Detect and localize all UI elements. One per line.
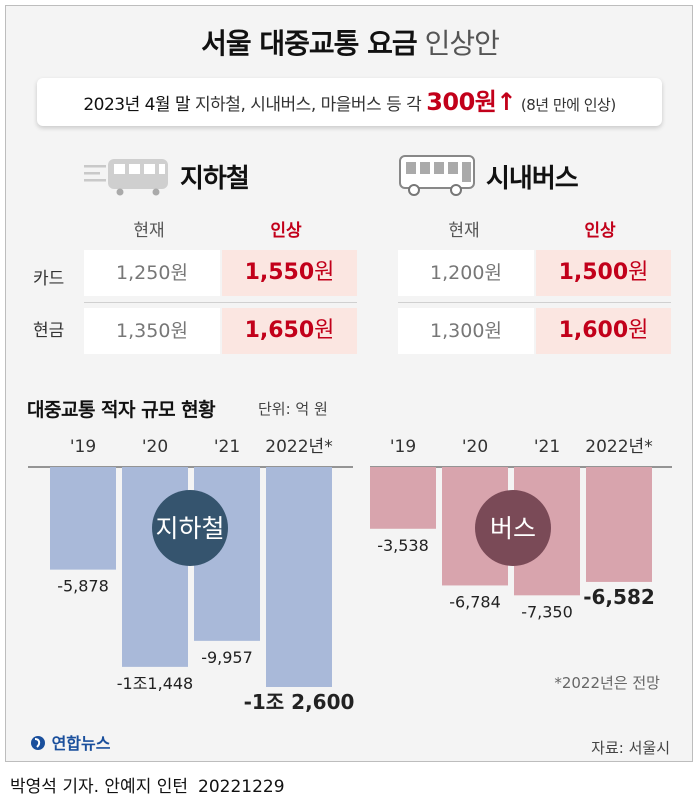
category-label-0-1: '20 — [142, 437, 168, 457]
bus-row-divider — [398, 302, 671, 303]
subway-card-new: 1,550원 — [222, 250, 357, 296]
bus-icon — [399, 155, 475, 196]
value-label-1-2: -7,350 — [521, 602, 573, 621]
bus-section-title: 시내버스 — [486, 164, 579, 194]
subway-cash-current: 1,350원 — [84, 308, 220, 354]
bus-cash-current: 1,300원 — [398, 308, 534, 354]
yonhap-logo-icon — [31, 736, 45, 750]
bar-0-0 — [50, 467, 116, 570]
bus-col-current: 현재 — [448, 221, 480, 241]
banner-note: (8년 만에 인상) — [520, 96, 616, 114]
subway-section-title: 지하철 — [180, 164, 250, 194]
series-badge-label-0: 지하철 — [155, 514, 224, 543]
category-label-0-0: '19 — [70, 437, 96, 457]
subway-col-new: 인상 — [270, 221, 302, 241]
category-label-1-3: 2022년* — [585, 437, 652, 457]
infographic-frame — [5, 5, 693, 762]
summary-banner: 2023년 4월 말 지하철, 시내버스, 마을버스 등 각 300원↑ (8년… — [37, 78, 662, 126]
value-label-0-2: -9,957 — [201, 648, 253, 667]
title-sub: 인상안 — [424, 27, 500, 60]
value-label-1-0: -3,538 — [377, 536, 429, 555]
category-label-1-0: '19 — [390, 437, 416, 457]
bar-1-0 — [370, 467, 436, 529]
bus-card-new: 1,500원 — [536, 250, 671, 296]
subway-card-current: 1,250원 — [84, 250, 220, 296]
up-arrow-icon: ↑ — [496, 88, 516, 116]
value-label-0-1: -1조1,448 — [117, 674, 193, 693]
page-title: 서울 대중교통 요금 인상안 — [0, 22, 700, 62]
bus-cash-new: 1,600원 — [536, 308, 671, 354]
banner-scope: 지하철, 시내버스, 마을버스 등 각 — [195, 95, 422, 115]
bar-1-3 — [586, 467, 652, 582]
row-label-card: 카드 — [33, 269, 65, 289]
credit-line: 박영석 기자. 안예지 인턴 20221229 — [10, 772, 285, 797]
value-label-0-3: -1조 2,600 — [244, 690, 355, 714]
category-label-1-2: '21 — [534, 437, 560, 457]
series-badge-label-1: 버스 — [490, 514, 536, 543]
category-label-0-3: 2022년* — [265, 437, 332, 457]
subway-row-divider — [84, 302, 357, 303]
value-label-1-3: -6,582 — [583, 585, 655, 609]
bus-col-new: 인상 — [584, 221, 616, 241]
category-label-1-1: '20 — [462, 437, 488, 457]
credit-date: 20221229 — [198, 777, 285, 797]
yonhap-logo: 연합뉴스 — [30, 730, 110, 754]
row-label-cash: 현금 — [33, 321, 65, 341]
chart-unit-note: 단위: 억 원 — [258, 400, 328, 418]
subway-cash-new: 1,650원 — [222, 308, 357, 354]
category-label-0-2: '21 — [214, 437, 240, 457]
value-label-0-0: -5,878 — [57, 577, 109, 596]
banner-amount: 300원 — [426, 88, 497, 116]
chart-footnote: *2022년은 전망 — [554, 674, 660, 692]
chart-title: 대중교통 적자 규모 현황 — [27, 399, 216, 421]
bus-card-current: 1,200원 — [398, 250, 534, 296]
bar-0-3 — [266, 467, 332, 687]
subway-col-current: 현재 — [133, 221, 165, 241]
series-badge-1 — [475, 490, 551, 566]
subway-icon — [84, 159, 168, 196]
banner-date: 2023년 4월 말 — [83, 95, 191, 115]
series-badge-0 — [152, 490, 228, 566]
source-note: 자료: 서울시 — [591, 739, 670, 757]
credit-author: 박영석 기자. 안예지 인턴 — [10, 777, 189, 797]
title-main: 서울 대중교통 요금 — [201, 27, 418, 60]
logo-text: 연합뉴스 — [51, 734, 111, 753]
value-label-1-1: -6,784 — [449, 592, 501, 611]
